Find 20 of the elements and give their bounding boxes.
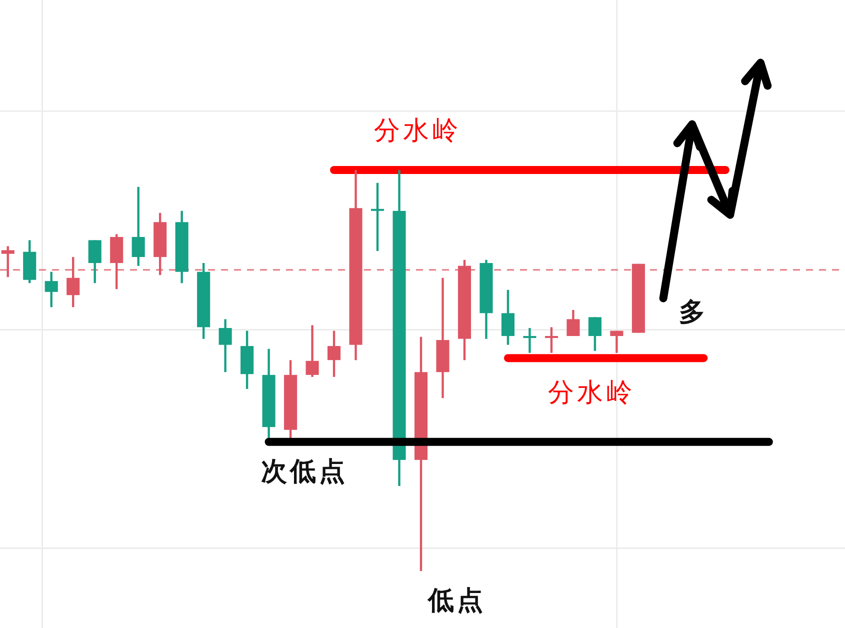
candlestick (328, 330, 341, 378)
candlestick (132, 186, 145, 267)
candlestick (370, 182, 384, 252)
annotation: 低点 (428, 586, 486, 616)
series-label: 分水岭 (548, 378, 635, 408)
candlestick (1, 245, 14, 278)
candlestick (523, 326, 536, 354)
annotation: 多 (678, 297, 708, 328)
candlestick (610, 330, 624, 354)
annotation: 次低点 (261, 456, 348, 487)
candlestick (501, 288, 514, 346)
candlestick (88, 239, 102, 284)
candlestick (66, 256, 80, 308)
candlestick (566, 308, 580, 338)
candlestick (306, 324, 319, 378)
candlestick (588, 316, 602, 352)
candlestick (544, 326, 558, 354)
series-label: 分水岭 (374, 116, 462, 146)
candlestick (44, 270, 58, 308)
candlestick (218, 318, 232, 374)
